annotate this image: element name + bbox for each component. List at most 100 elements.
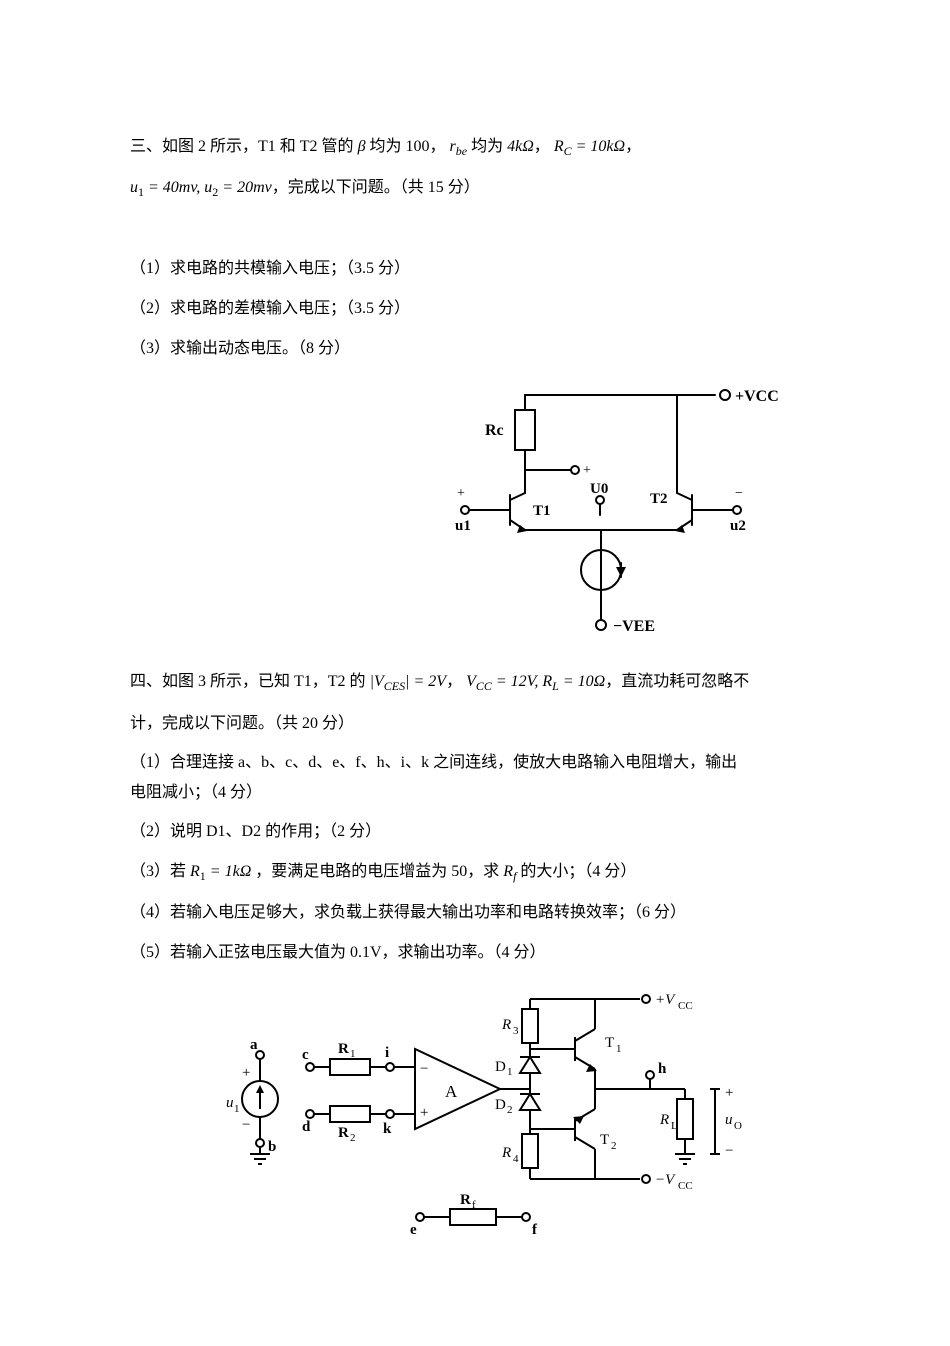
svg-text:R: R bbox=[338, 1125, 349, 1141]
svg-text:+: + bbox=[242, 1065, 250, 1081]
svg-text:−V: −V bbox=[655, 1172, 676, 1188]
u2-eq: = 20mv bbox=[218, 179, 271, 196]
rl-sym: R bbox=[542, 673, 552, 690]
svg-text:1: 1 bbox=[350, 1048, 356, 1060]
q3-part3: （3）求输出动态电压。（8 分） bbox=[130, 336, 950, 362]
svg-text:A: A bbox=[445, 1082, 458, 1101]
svg-text:i: i bbox=[385, 1045, 389, 1061]
q3-intro-line1: 三、如图 2 所示，T1 和 T2 管的 β 均为 100， rbe 均为 4k… bbox=[130, 134, 950, 161]
text: 四、如图 3 所示，已知 T1，T2 的 bbox=[130, 673, 366, 690]
svg-text:T: T bbox=[605, 1035, 614, 1051]
text: 均为 100， bbox=[370, 138, 446, 155]
rl-sub: L bbox=[552, 679, 559, 693]
q4-part5: （5）若输入正弦电压最大值为 0.1V，求输出功率。（4 分） bbox=[130, 940, 950, 966]
rbe-sub: be bbox=[456, 144, 467, 158]
svg-text:u: u bbox=[226, 1095, 234, 1111]
svg-text:−: − bbox=[725, 1143, 733, 1159]
q4-part2: （2）说明 D1、D2 的作用；（2 分） bbox=[130, 819, 950, 845]
svg-text:O: O bbox=[734, 1120, 742, 1132]
comma: ， bbox=[625, 138, 641, 155]
q4-circuit-diagram: a b u 1 + − c R 1 i d R 2 k bbox=[220, 979, 780, 1239]
q3-circuit-diagram: +VCC Rc + U0 T1 T2 + u1 bbox=[415, 375, 795, 655]
q4-part4: （4）若输入电压足够大，求负载上获得最大输出功率和电路转换效率；（6 分） bbox=[130, 900, 950, 926]
vces-l: |V bbox=[370, 673, 384, 690]
q4-part1-b: 电阻减小；（4 分） bbox=[130, 780, 950, 806]
svg-text:R: R bbox=[659, 1112, 669, 1128]
svg-text:CC: CC bbox=[678, 1000, 693, 1012]
vcc-eq: = 12V, bbox=[492, 673, 543, 690]
rc-sub: C bbox=[564, 144, 572, 158]
svg-text:a: a bbox=[250, 1037, 258, 1053]
q4-part3: （3）若 R1 = 1kΩ ，要满足电路的电压增益为 50，求 Rf 的大小；（… bbox=[130, 859, 950, 886]
rf-sub: f bbox=[513, 869, 516, 883]
text: 均为 bbox=[471, 138, 503, 155]
comma: ， bbox=[446, 673, 462, 690]
t2-label: T2 bbox=[650, 491, 668, 507]
plus-u1: + bbox=[457, 486, 465, 501]
text: 的大小；（4 分） bbox=[520, 863, 636, 880]
svg-text:k: k bbox=[383, 1121, 392, 1137]
u1-sym: u bbox=[130, 179, 138, 196]
text: 三、如图 2 所示，T1 和 T2 管的 bbox=[130, 138, 354, 155]
svg-text:c: c bbox=[302, 1047, 309, 1063]
svg-text:+V: +V bbox=[655, 992, 676, 1008]
svg-text:d: d bbox=[302, 1119, 311, 1135]
u1-eq: = 40mv, bbox=[144, 179, 204, 196]
beta: β bbox=[358, 138, 366, 155]
q3-part2: （2）求电路的差模输入电压；（3.5 分） bbox=[130, 296, 950, 322]
vee-label: −VEE bbox=[613, 618, 655, 635]
vces-eq: = 2V bbox=[409, 673, 446, 690]
q3-part1: （1）求电路的共模输入电压；（3.5 分） bbox=[130, 256, 950, 282]
svg-text:e: e bbox=[410, 1222, 417, 1238]
svg-text:4: 4 bbox=[513, 1153, 519, 1165]
svg-text:b: b bbox=[268, 1139, 276, 1155]
svg-text:−: − bbox=[242, 1117, 250, 1133]
rc-sym: R bbox=[554, 138, 564, 155]
t1-label: T1 bbox=[533, 503, 551, 519]
svg-text:u: u bbox=[725, 1112, 733, 1128]
q4-part1-a: （1）合理连接 a、b、c、d、e、f、h、i、k 之间连线，使放大电路输入电阻… bbox=[130, 750, 950, 776]
svg-text:2: 2 bbox=[507, 1104, 513, 1116]
text: ，直流功耗可忽略不 bbox=[605, 673, 749, 690]
svg-text:1: 1 bbox=[234, 1103, 240, 1115]
svg-text:+: + bbox=[420, 1105, 428, 1121]
svg-text:2: 2 bbox=[350, 1132, 356, 1144]
svg-text:R: R bbox=[501, 1017, 511, 1033]
rc-eq: = 10kΩ bbox=[572, 138, 625, 155]
text: ，完成以下问题。（共 15 分） bbox=[272, 179, 480, 196]
q4-intro-line2: 计，完成以下问题。（共 20 分） bbox=[130, 711, 950, 737]
svg-text:D: D bbox=[495, 1059, 506, 1075]
svg-text:R: R bbox=[338, 1041, 349, 1057]
rf-sym: R bbox=[503, 863, 513, 880]
svg-text:1: 1 bbox=[616, 1043, 622, 1055]
rbe-val: 4kΩ bbox=[507, 138, 534, 155]
r1-sym: R bbox=[190, 863, 200, 880]
svg-text:R: R bbox=[460, 1192, 471, 1208]
svg-text:T: T bbox=[600, 1132, 609, 1148]
minus-u2: − bbox=[735, 486, 743, 501]
svg-text:CC: CC bbox=[678, 1180, 693, 1192]
vcc-label: +VCC bbox=[735, 388, 779, 405]
svg-text:D: D bbox=[495, 1097, 506, 1113]
text: （3）若 bbox=[130, 863, 186, 880]
svg-text:−: − bbox=[420, 1061, 428, 1077]
plus-label: + bbox=[583, 463, 591, 478]
text: ，要满足电路的电压增益为 50，求 bbox=[255, 863, 499, 880]
u1-label: u1 bbox=[455, 518, 471, 534]
comma: ， bbox=[534, 138, 550, 155]
q3-intro-line2: u1 = 40mv, u2 = 20mv，完成以下问题。（共 15 分） bbox=[130, 175, 950, 202]
svg-text:L: L bbox=[671, 1120, 678, 1132]
rl-eq: = 10Ω bbox=[559, 673, 605, 690]
svg-text:1: 1 bbox=[507, 1066, 513, 1078]
rc-label: Rc bbox=[485, 422, 504, 439]
svg-text:h: h bbox=[658, 1061, 667, 1077]
u2-label: u2 bbox=[730, 518, 746, 534]
svg-text:f: f bbox=[532, 1222, 538, 1238]
u0-label: U0 bbox=[590, 481, 608, 497]
svg-text:R: R bbox=[501, 1145, 511, 1161]
q4-intro-line1: 四、如图 3 所示，已知 T1，T2 的 |VCES| = 2V， VCC = … bbox=[130, 669, 950, 696]
svg-text:2: 2 bbox=[611, 1140, 617, 1152]
svg-text:+: + bbox=[725, 1085, 733, 1101]
vcc-sym: V bbox=[466, 673, 476, 690]
svg-text:3: 3 bbox=[513, 1025, 519, 1037]
